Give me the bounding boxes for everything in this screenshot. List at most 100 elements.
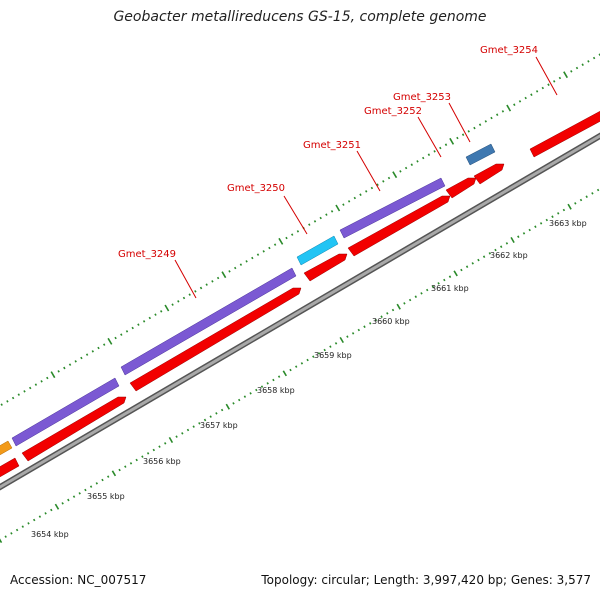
tick-mark xyxy=(46,376,49,380)
tick-mark xyxy=(317,352,321,355)
tick-mark xyxy=(444,143,448,146)
tick-mark xyxy=(471,262,474,265)
tick-mark xyxy=(243,395,247,398)
gene-reverse-2[interactable] xyxy=(129,287,302,392)
tick-mark xyxy=(517,235,520,238)
tick-mark xyxy=(135,458,138,462)
gene-forward-3[interactable] xyxy=(339,177,446,239)
tick-mark xyxy=(484,120,487,123)
tick-mark xyxy=(0,538,3,543)
tick-mark xyxy=(443,278,446,282)
tick-mark xyxy=(545,218,548,222)
tick-mark xyxy=(534,225,537,228)
tick-mark xyxy=(91,350,94,353)
tick-mark xyxy=(500,245,503,248)
tick-mark xyxy=(199,286,203,290)
outer-tick-row xyxy=(0,53,600,406)
tick-mark xyxy=(374,318,378,322)
label-leaders xyxy=(174,56,558,299)
tick-mark xyxy=(245,260,248,263)
gene-reverse-3[interactable] xyxy=(303,253,348,282)
tick-mark xyxy=(234,266,237,270)
label-gmet-3251[interactable]: Gmet_3251 xyxy=(303,140,361,151)
tick-mark xyxy=(186,428,190,432)
tick-mark xyxy=(530,93,533,96)
tick-mark xyxy=(54,503,60,510)
tick-mark xyxy=(15,528,19,532)
gene-forward-1[interactable] xyxy=(11,377,120,447)
label-gmet-3254[interactable]: Gmet_3254 xyxy=(480,45,538,56)
tick-mark xyxy=(266,382,269,385)
tick-mark xyxy=(225,403,230,410)
reverse-genes xyxy=(0,108,600,478)
tick-mark xyxy=(461,133,465,136)
tick-mark xyxy=(410,163,413,166)
gene-reverse-1[interactable] xyxy=(21,396,127,462)
tick-mark xyxy=(422,156,425,160)
label-gmet-3253[interactable]: Gmet_3253 xyxy=(393,92,451,103)
tick-mark xyxy=(40,380,43,383)
tick-mark xyxy=(146,452,150,455)
gene-reverse-5[interactable] xyxy=(445,177,477,199)
tick-mark xyxy=(329,345,332,348)
tick-mark xyxy=(370,186,374,190)
tick-mark xyxy=(365,190,368,193)
tick-mark xyxy=(547,83,550,86)
tick-mark xyxy=(551,215,554,218)
gene-cyan[interactable] xyxy=(296,235,339,266)
tick-mark xyxy=(198,422,201,425)
gene-reverse-6[interactable] xyxy=(473,163,505,185)
gene-reverse-0[interactable] xyxy=(0,457,20,478)
tick-mark xyxy=(562,208,566,212)
gene-forward-2[interactable] xyxy=(120,267,297,376)
tick-mark xyxy=(188,293,191,296)
kbp-label-3657: 3657 kbp xyxy=(200,421,238,430)
tick-mark xyxy=(473,126,476,130)
tick-mark xyxy=(131,326,134,330)
gene-labels: Gmet_3249 Gmet_3250 Gmet_3251 Gmet_3252 … xyxy=(118,45,538,260)
tick-mark xyxy=(427,153,431,156)
tick-mark xyxy=(181,432,184,435)
tick-mark xyxy=(563,71,568,79)
tick-mark xyxy=(587,60,590,63)
tick-mark xyxy=(114,336,117,340)
tick-mark xyxy=(249,392,252,395)
label-gmet-3252[interactable]: Gmet_3252 xyxy=(364,106,422,117)
tick-mark xyxy=(107,337,113,345)
tick-mark xyxy=(490,116,493,120)
kbp-label-3663: 3663 kbp xyxy=(549,219,587,228)
tick-mark xyxy=(141,455,144,458)
tick-mark xyxy=(300,362,304,365)
gene-reverse-7[interactable] xyxy=(529,108,600,158)
tick-mark xyxy=(148,316,151,320)
gene-steelblue[interactable] xyxy=(465,143,496,166)
tick-mark xyxy=(228,270,231,273)
label-gmet-3250[interactable]: Gmet_3250 xyxy=(227,183,285,194)
kbp-label-3654: 3654 kbp xyxy=(31,530,69,539)
gene-orange[interactable] xyxy=(0,440,13,456)
tick-mark xyxy=(585,195,588,198)
tick-mark xyxy=(205,283,208,286)
tick-mark xyxy=(61,502,64,505)
tick-mark xyxy=(107,475,110,478)
tick-mark xyxy=(120,333,123,336)
label-gmet-3249[interactable]: Gmet_3249 xyxy=(118,249,176,260)
tick-mark xyxy=(330,210,334,213)
tick-mark xyxy=(431,285,435,288)
tick-mark xyxy=(0,403,3,406)
gene-reverse-4[interactable] xyxy=(347,195,451,257)
tick-mark xyxy=(216,276,220,280)
tick-mark xyxy=(353,196,356,200)
tick-mark xyxy=(387,176,391,180)
tick-mark xyxy=(50,508,53,512)
tick-mark xyxy=(289,368,292,372)
tick-mark xyxy=(125,330,129,333)
tick-mark xyxy=(494,248,497,252)
tick-mark xyxy=(376,183,379,186)
kbp-label-3662: 3662 kbp xyxy=(490,251,528,260)
backbone xyxy=(0,132,600,491)
tick-mark xyxy=(182,296,186,300)
tick-mark xyxy=(27,522,30,525)
tick-mark xyxy=(295,365,298,368)
tick-mark xyxy=(84,488,87,492)
